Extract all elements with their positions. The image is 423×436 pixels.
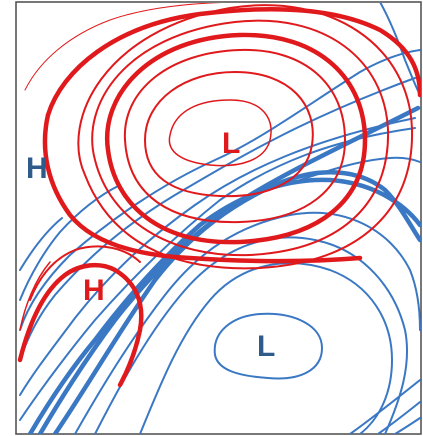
blue-isobar bbox=[27, 177, 421, 434]
blue-isobar bbox=[139, 262, 393, 434]
blue-isobar bbox=[19, 127, 416, 421]
red-isobar bbox=[91, 19, 390, 257]
blue-isobar bbox=[394, 417, 421, 434]
red-isobar bbox=[42, 112, 363, 264]
red-isobar bbox=[19, 261, 51, 331]
red-isobar-inner bbox=[168, 99, 272, 167]
red-isobar bbox=[24, 3, 222, 91]
map-frame bbox=[15, 1, 422, 435]
red-isobar bbox=[144, 71, 314, 198]
red-isobar bbox=[17, 262, 144, 388]
red-isobars bbox=[17, 3, 421, 388]
red-isobar bbox=[123, 48, 346, 224]
blue-isobar bbox=[379, 3, 421, 96]
blue-isobar bbox=[94, 236, 409, 434]
red-isobar bbox=[104, 32, 368, 245]
blue-high-label: H bbox=[26, 152, 48, 185]
blue-low-label: L bbox=[257, 330, 275, 363]
blue-isobar bbox=[19, 117, 416, 396]
red-isobar bbox=[29, 245, 141, 301]
red-isobar bbox=[45, 7, 421, 118]
red-high-label: H bbox=[83, 274, 105, 307]
blue-isobar bbox=[19, 217, 63, 271]
blue-isobar bbox=[377, 401, 421, 434]
blue-isobar bbox=[19, 184, 121, 301]
blue-isobars bbox=[19, 3, 421, 434]
blue-isobar bbox=[349, 379, 421, 434]
blue-isobar bbox=[19, 77, 416, 361]
blue-isobar-closed-low bbox=[213, 312, 323, 380]
red-low-label: L bbox=[222, 127, 240, 160]
blue-isobar bbox=[299, 156, 421, 181]
red-isobar bbox=[77, 4, 414, 270]
